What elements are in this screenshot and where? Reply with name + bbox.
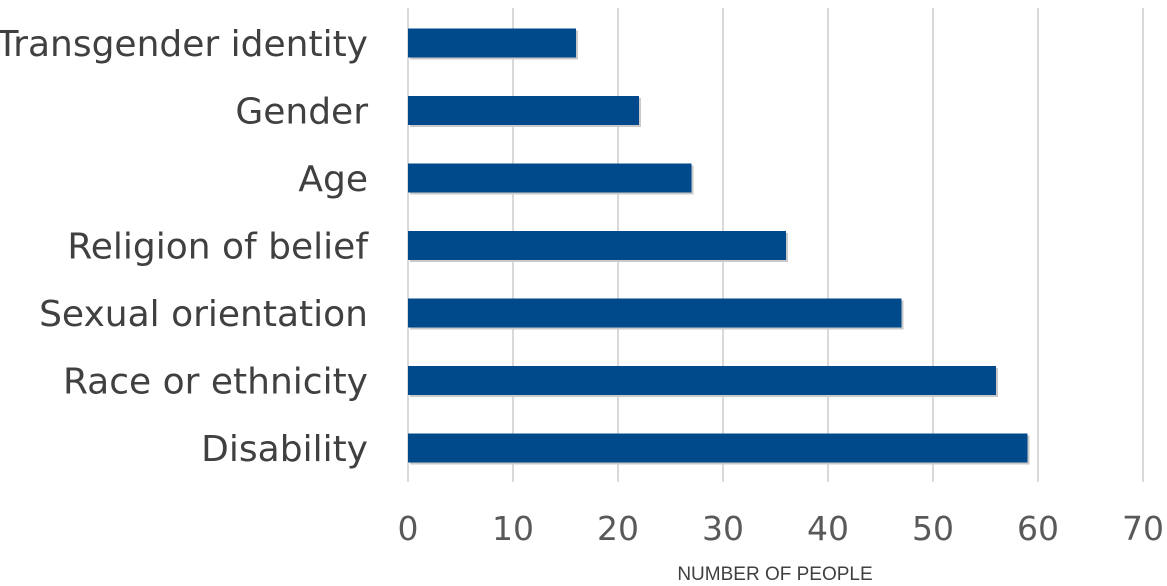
x-tick-label: 0 (398, 509, 419, 548)
x-tick-label: 10 (492, 509, 534, 548)
category-label: Disability (201, 429, 368, 470)
category-label: Religion of belief (67, 227, 369, 268)
bars (408, 28, 1030, 465)
x-tick-label: 20 (597, 509, 639, 548)
bar (408, 366, 996, 395)
bar (408, 231, 786, 260)
category-label: Gender (235, 92, 368, 133)
category-labels: Transgender identity Gender Age Religion of… (0, 24, 369, 470)
category-label: Age (298, 159, 368, 200)
bar (408, 163, 692, 193)
x-tick-label: 30 (702, 509, 744, 548)
category-label: Transgender identity (0, 24, 368, 65)
bar (408, 298, 902, 328)
x-tick-labels: 0 10 20 30 40 50 60 70 (398, 509, 1165, 548)
x-tick-label: 40 (807, 509, 849, 548)
bar (408, 96, 639, 125)
bar (408, 28, 576, 58)
x-axis-title: NUMBER OF PEOPLE (677, 564, 872, 585)
category-label: Sexual orientation (39, 294, 368, 335)
x-tick-label: 50 (912, 509, 954, 548)
x-tick-label: 70 (1122, 509, 1164, 548)
bar (408, 433, 1028, 463)
category-label: Race or ethnicity (63, 362, 368, 403)
x-tick-label: 60 (1017, 509, 1059, 548)
